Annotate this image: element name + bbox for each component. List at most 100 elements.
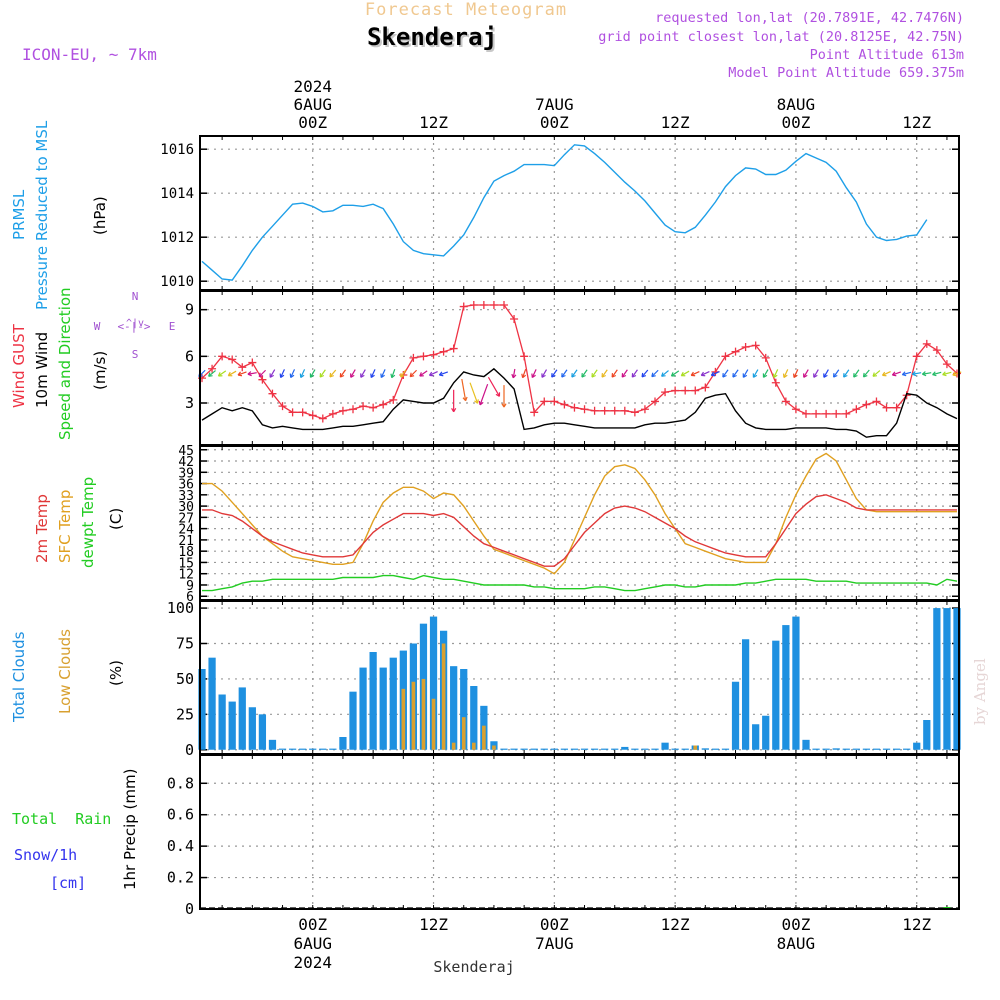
y-tick-label: 0 (185, 900, 194, 918)
precip-snow: Snow/1h (14, 846, 77, 864)
wind-arrow (671, 370, 680, 377)
wind-arrow (803, 369, 809, 378)
y-tick-label: 30 (178, 500, 194, 515)
wind-arrow-head (833, 373, 838, 378)
gust-line (201, 304, 958, 420)
total-cloud-bar (570, 748, 579, 750)
gust-marker (349, 405, 357, 414)
gust-marker (922, 339, 931, 348)
wind-arrow (661, 370, 669, 377)
gust-marker (308, 411, 317, 420)
total-cloud-bar (671, 748, 679, 750)
gust-marker (701, 383, 710, 392)
total-cloud-bar (731, 681, 740, 750)
total-cloud-bar (631, 748, 639, 750)
bottom-time-label: 6AUG (293, 934, 332, 953)
gust-marker (852, 405, 861, 414)
wind-arrow (711, 370, 720, 376)
wind-arrow-head (350, 373, 355, 378)
y-tick-label: 36 (178, 478, 194, 493)
wind-arrow (701, 370, 710, 376)
pressure-line (201, 144, 928, 281)
total-cloud-bar (641, 748, 649, 750)
low-cloud-bar (401, 688, 406, 750)
gust-marker (540, 397, 549, 406)
wind-arrow (228, 370, 237, 377)
wind-arrow-head (390, 373, 396, 379)
precip-panel: 0 0.2 0.4 0.6 0.8 (167, 754, 960, 918)
total-cloud-bar (278, 748, 287, 750)
gust-marker (298, 408, 307, 417)
wind-arrow-head (495, 392, 501, 397)
gust-marker (661, 388, 670, 397)
compass-arrow-vertical: ^|v (126, 318, 144, 329)
wind-arrow (350, 369, 356, 378)
wind-arrow-head (690, 371, 696, 377)
wind-panel: 3 6 9 (185, 290, 962, 446)
total-cloud-bar (510, 748, 518, 750)
wind-arrow-head (269, 373, 275, 378)
gust-marker (369, 403, 378, 412)
low-cloud-bar (451, 742, 456, 750)
wind-arrow (690, 370, 700, 376)
gust-marker (459, 302, 468, 311)
gust-marker (791, 405, 800, 414)
wind-arrow (429, 370, 438, 376)
wind-arrow (360, 369, 366, 378)
gust-marker (892, 403, 901, 412)
bottom-time-label: 00Z (298, 915, 327, 934)
wind-arrow-head (661, 372, 666, 377)
total-cloud-bar (208, 657, 216, 750)
y-tick-label: 1010 (160, 274, 194, 290)
sfc-temp-line (202, 452, 957, 575)
top-time-label: 2024 (293, 77, 332, 96)
total-cloud-bar (792, 616, 800, 750)
wind-arrow (479, 384, 489, 406)
temp2m-line (202, 494, 957, 567)
pressure-title-line2: Pressure Reduced to MSL (33, 120, 51, 310)
gust-marker (600, 406, 609, 415)
wind-arrow-head (319, 373, 325, 378)
wind-arrow-head (742, 373, 748, 378)
wind-arrow-head (921, 371, 927, 377)
gust-marker (208, 364, 217, 373)
top-time-label: 12Z (902, 113, 931, 132)
total-cloud-bar (530, 748, 538, 750)
model-point-altitude: Model Point Altitude 659.375m (728, 65, 964, 81)
wind-arrow-head (641, 372, 647, 378)
precip-snow-unit: [cm] (50, 874, 86, 892)
total-cloud-bar (319, 748, 327, 750)
wind-arrow (269, 369, 276, 378)
wind-arrow (300, 369, 306, 378)
total-cloud-bar (389, 657, 397, 750)
gust-marker (449, 344, 458, 353)
gust-marker (942, 360, 951, 369)
wind-arrow (309, 369, 316, 378)
wind-arrow (591, 369, 598, 378)
wind-arrow-head (400, 373, 405, 378)
wind-arrow (391, 369, 396, 378)
compass-west: W (94, 320, 101, 333)
gust-marker (932, 346, 941, 355)
gust-marker (560, 400, 569, 409)
gust-marker (761, 353, 770, 362)
clouds-title-total: Total Clouds (10, 631, 28, 723)
y-tick-label: 45 (178, 444, 194, 459)
wind-arrow-head (782, 373, 788, 379)
wind-arrow-head (823, 373, 828, 378)
clouds-panel: 0 25 50 75 100 (167, 599, 961, 759)
gust-marker (590, 406, 599, 415)
panel-frame (199, 754, 960, 910)
gust-marker (671, 386, 680, 395)
y-tick-label: 15 (178, 556, 194, 571)
wind-arrow (752, 369, 759, 378)
top-time-label: 00Z (298, 113, 327, 132)
total-cloud-bar (842, 748, 850, 750)
wind-arrow (641, 369, 649, 378)
gust-marker (751, 341, 760, 350)
wind-arrow (522, 369, 527, 378)
wind-arrow (551, 369, 558, 378)
gust-marker (489, 301, 498, 309)
total-cloud-bar (772, 640, 780, 750)
